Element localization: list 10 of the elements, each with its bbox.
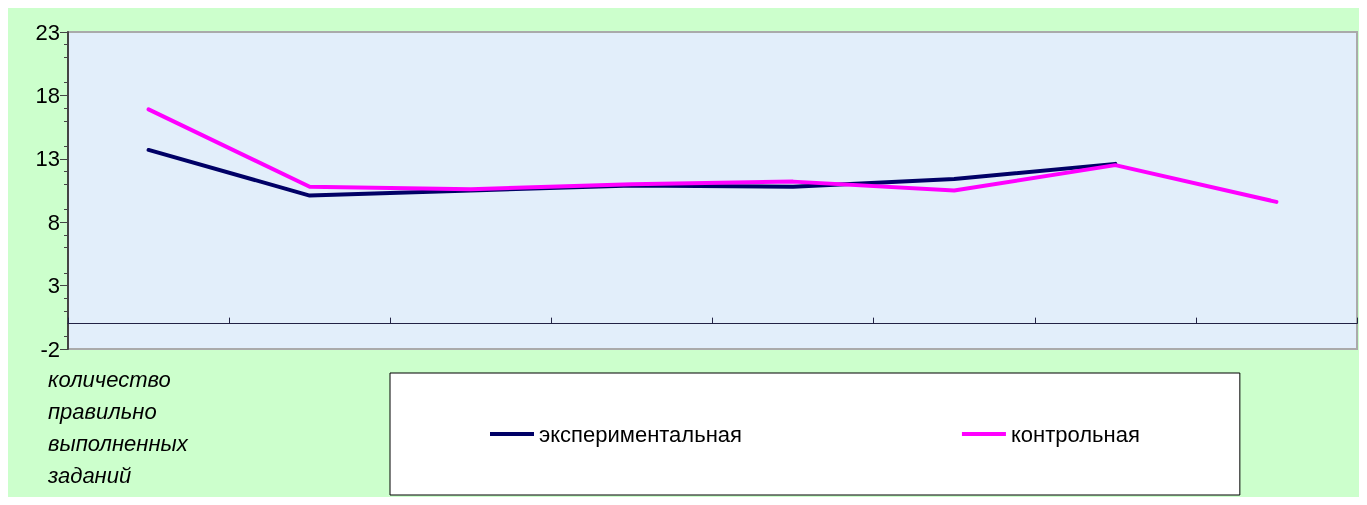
- legend-label: экспериментальная: [539, 421, 742, 447]
- y-tick-label: 8: [47, 209, 60, 235]
- y-tick-label: 23: [35, 19, 60, 45]
- y-tick-label: 18: [35, 82, 60, 108]
- legend-label: контрольная: [1010, 421, 1140, 447]
- line-series: [146, 107, 1279, 204]
- y-tick-label: 13: [35, 146, 60, 172]
- y-tick-label: -2: [40, 336, 60, 362]
- x-axis-title: количество правильно выполненных заданий: [47, 366, 189, 488]
- y-tick-label: 3: [47, 273, 60, 299]
